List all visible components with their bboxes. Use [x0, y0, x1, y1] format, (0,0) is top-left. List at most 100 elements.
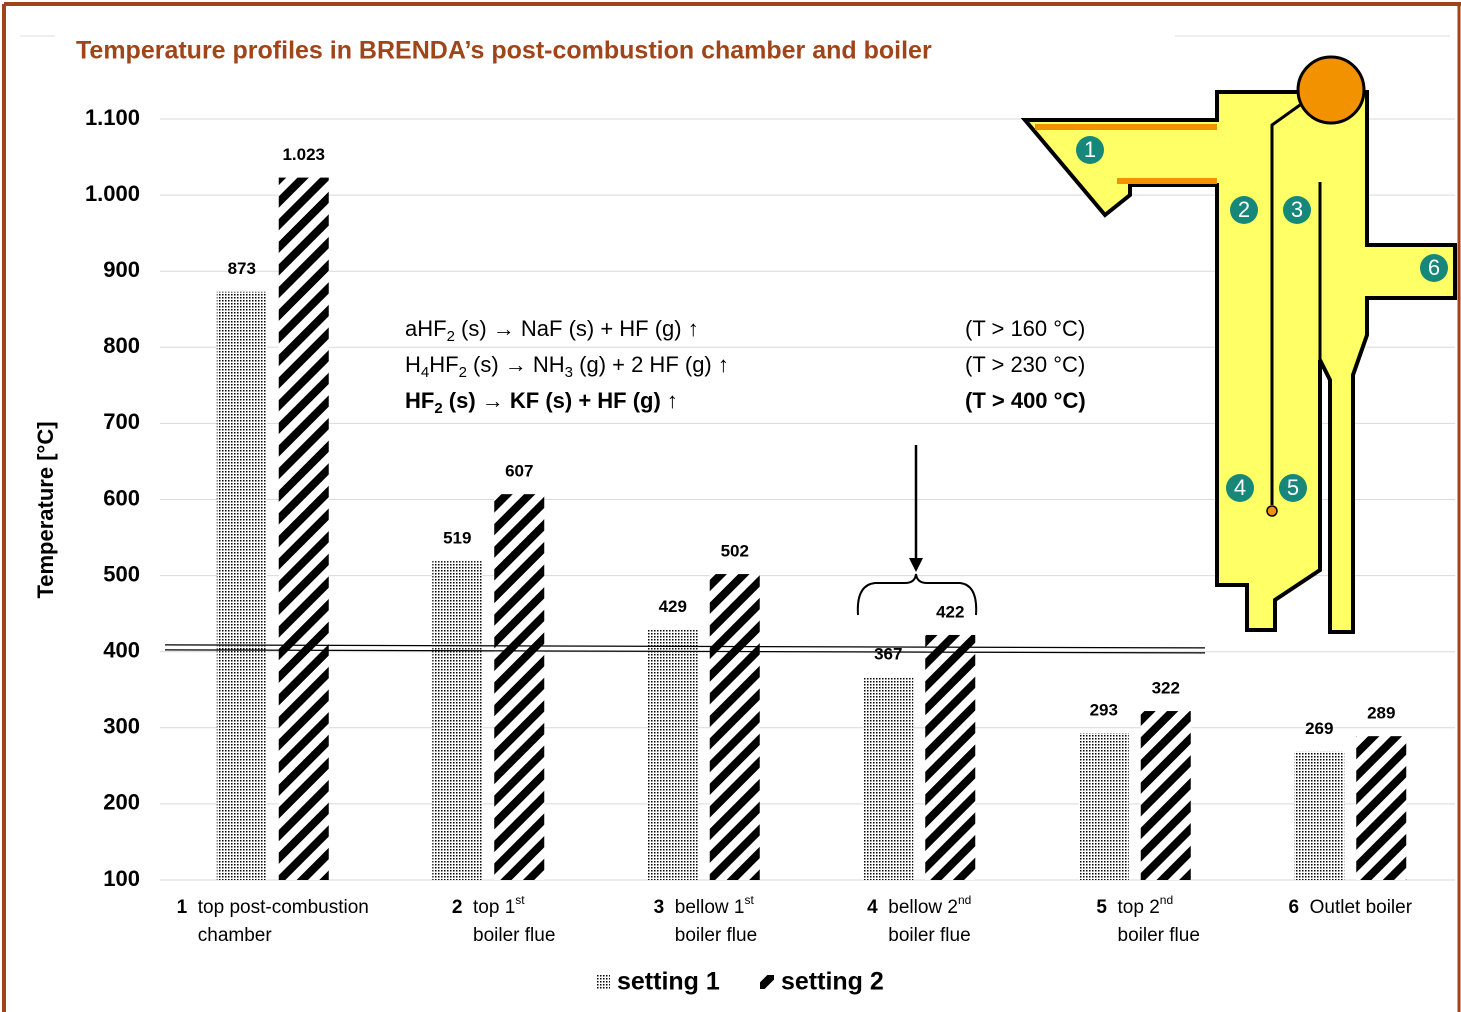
- data-label: 873: [228, 259, 256, 278]
- subscript: 2: [459, 364, 467, 381]
- bar: [494, 494, 544, 880]
- reaction-text: (g) + 2 HF (g) ↑: [573, 352, 729, 377]
- legend-swatch: [760, 975, 774, 989]
- category-text: top 2: [1118, 897, 1160, 918]
- y-axis-label: Temperature [°C]: [33, 421, 58, 598]
- bar: [1079, 733, 1129, 880]
- bar: [863, 677, 913, 880]
- superscript: nd: [958, 893, 971, 907]
- y-tick-label: 500: [103, 561, 140, 586]
- reaction-text: aHF: [405, 316, 447, 341]
- reaction-condition: (T > 160 °C): [965, 316, 1085, 341]
- bar: [1356, 736, 1406, 880]
- superscript: st: [515, 893, 525, 907]
- x-tick-label: chamber: [198, 925, 273, 946]
- subscript: 2: [434, 400, 442, 417]
- reaction-text: HF: [429, 352, 458, 377]
- subscript: 4: [421, 364, 429, 381]
- y-tick-label: 200: [103, 790, 140, 815]
- legend-label: setting 1: [617, 968, 720, 996]
- data-label: 502: [721, 542, 749, 561]
- data-label: 269: [1305, 719, 1333, 738]
- marker-label: 5: [1287, 475, 1299, 500]
- boiler-shape: [1025, 92, 1455, 632]
- subscript: 3: [565, 364, 573, 381]
- x-tick-label: boiler flue: [675, 925, 757, 946]
- category-number: 2: [452, 897, 463, 918]
- data-label: 422: [936, 602, 964, 621]
- x-tick-label: 4 bellow 2nd: [867, 893, 971, 918]
- marker-label: 6: [1428, 255, 1440, 280]
- reaction: aHF2 (s) → NaF (s) + HF (g) ↑: [405, 316, 699, 345]
- data-label: 289: [1367, 704, 1395, 723]
- y-tick-label: 700: [103, 409, 140, 434]
- bar: [279, 178, 329, 880]
- y-tick-label: 100: [103, 866, 140, 891]
- marker-label: 1: [1084, 137, 1096, 162]
- x-tick-label: 6 Outlet boiler: [1288, 897, 1412, 918]
- reaction: H4HF2 (s) → NH3 (g) + 2 HF (g) ↑: [405, 352, 729, 381]
- superscript: st: [745, 893, 755, 907]
- bar: [1294, 751, 1344, 880]
- x-tick-label: boiler flue: [888, 925, 970, 946]
- y-tick-label: 1.100: [85, 105, 140, 130]
- category-text: top post-combustion: [198, 897, 369, 918]
- x-tick-label: 2 top 1st: [452, 893, 525, 918]
- reaction-condition: (T > 230 °C): [965, 352, 1085, 377]
- bar: [217, 292, 267, 880]
- category-text: boiler flue: [1118, 925, 1200, 946]
- x-tick-label: boiler flue: [473, 925, 555, 946]
- chart-title: Temperature profiles in BRENDA’s post-co…: [76, 37, 932, 65]
- y-tick-label: 600: [103, 485, 140, 510]
- data-label: 429: [659, 597, 687, 616]
- x-tick-label: 5 top 2nd: [1096, 893, 1173, 918]
- bar: [648, 630, 698, 880]
- data-label: 322: [1152, 679, 1180, 698]
- legend-swatch: [596, 975, 610, 989]
- y-tick-label: 400: [103, 638, 140, 663]
- drum: [1298, 57, 1364, 123]
- superscript: nd: [1160, 893, 1173, 907]
- category-number: 6: [1288, 897, 1299, 918]
- legend-label: setting 2: [781, 968, 884, 996]
- category-text: boiler flue: [675, 925, 757, 946]
- x-tick-label: 1 top post-combustion: [177, 897, 369, 918]
- category-text: chamber: [198, 925, 273, 946]
- category-text: boiler flue: [473, 925, 555, 946]
- category-text: top 1: [473, 897, 515, 918]
- arrow-head: [909, 558, 923, 572]
- bar: [1141, 711, 1191, 880]
- y-tick-label: 800: [103, 333, 140, 358]
- data-label: 1.023: [282, 145, 325, 164]
- category-number: 4: [867, 897, 878, 918]
- data-label: 607: [505, 462, 533, 481]
- reaction-text: (s) → NaF (s) + HF (g) ↑: [455, 316, 699, 341]
- y-tick-label: 300: [103, 714, 140, 739]
- reaction: HF2 (s) → KF (s) + HF (g) ↑: [405, 388, 678, 417]
- marker-label: 2: [1238, 197, 1250, 222]
- category-text: boiler flue: [888, 925, 970, 946]
- y-tick-label: 1.000: [85, 181, 140, 206]
- subscript: 2: [447, 328, 455, 345]
- bar: [432, 561, 482, 880]
- category-text: bellow 1: [675, 897, 745, 918]
- category-number: 3: [654, 897, 665, 918]
- category-text: Outlet boiler: [1310, 897, 1413, 918]
- probe: [1267, 506, 1277, 516]
- x-tick-label: boiler flue: [1118, 925, 1200, 946]
- reaction-text: (s) → KF (s) + HF (g) ↑: [443, 388, 678, 413]
- x-tick-label: 3 bellow 1st: [654, 893, 755, 918]
- bar: [925, 635, 975, 880]
- category-text: bellow 2: [888, 897, 958, 918]
- reaction-text: HF: [405, 388, 434, 413]
- marker-label: 3: [1291, 197, 1303, 222]
- reaction-text: (s) → NH: [467, 352, 565, 377]
- reactions: aHF2 (s) → NaF (s) + HF (g) ↑(T > 160 °C…: [405, 316, 1086, 417]
- category-number: 5: [1096, 897, 1107, 918]
- y-tick-label: 900: [103, 257, 140, 282]
- reaction-text: H: [405, 352, 421, 377]
- reaction-condition: (T > 400 °C): [965, 388, 1086, 413]
- category-number: 1: [177, 897, 188, 918]
- data-label: 519: [443, 529, 471, 548]
- chart: Temperature profiles in BRENDA’s post-co…: [0, 0, 1461, 1012]
